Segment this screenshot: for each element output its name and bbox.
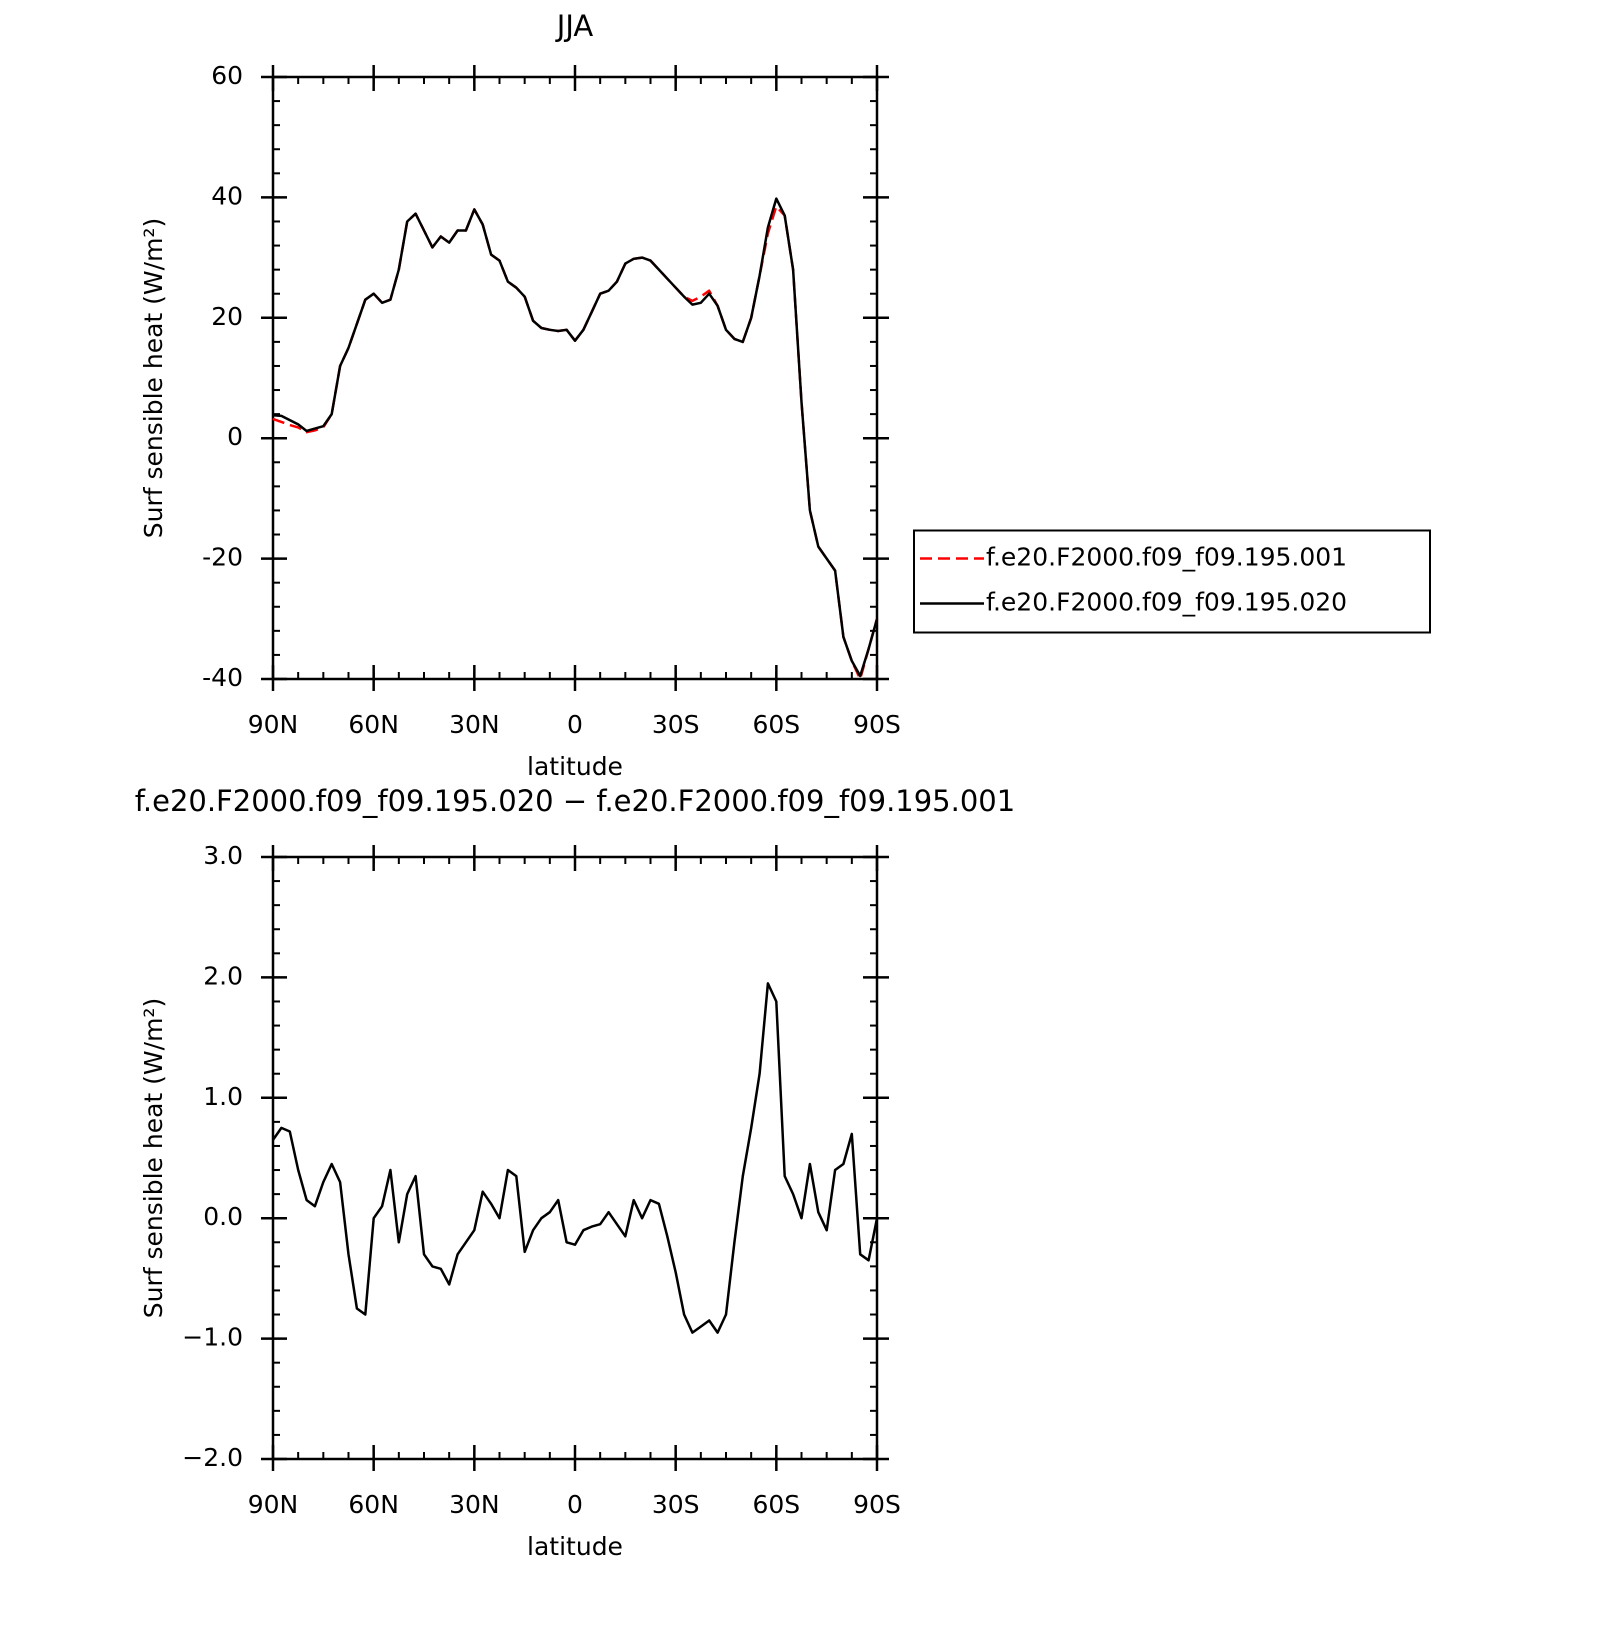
y-tick-label: 40: [211, 181, 243, 210]
legend-label: f.e20.F2000.f09_f09.195.001: [986, 543, 1347, 572]
y-axis-label: Surf sensible heat (W/m²): [139, 998, 168, 1318]
x-tick-label: 30S: [652, 1490, 700, 1519]
x-tick-label: 60N: [348, 1490, 399, 1519]
x-tick-label: 0: [567, 1490, 583, 1519]
legend-label: f.e20.F2000.f09_f09.195.020: [986, 588, 1347, 617]
chart-title: f.e20.F2000.f09_f09.195.020 − f.e20.F200…: [135, 784, 1015, 818]
x-axis-label: latitude: [527, 752, 623, 781]
y-tick-label: 3.0: [203, 841, 243, 870]
y-tick-label: −1.0: [182, 1323, 243, 1352]
plot-frame: [271, 75, 879, 681]
plot-frame: [271, 855, 879, 1461]
x-tick-label: 90S: [853, 1490, 901, 1519]
legend-box: [913, 529, 1431, 634]
y-tick-label: −2.0: [182, 1443, 243, 1472]
y-tick-label: -20: [202, 543, 243, 572]
data-line: [271, 982, 879, 1334]
x-tick-label: 60S: [752, 710, 800, 739]
y-tick-label: -40: [202, 663, 243, 692]
data-line: [272, 205, 879, 681]
x-tick-label: 90S: [853, 710, 901, 739]
y-tick-label: 20: [211, 302, 243, 331]
x-tick-label: 60N: [348, 710, 399, 739]
x-axis-label: latitude: [527, 1532, 623, 1561]
chart-title: JJA: [555, 9, 594, 43]
y-tick-label: 60: [211, 61, 243, 90]
x-tick-label: 30S: [652, 710, 700, 739]
x-tick-label: 30N: [449, 1490, 500, 1519]
y-tick-label: 0: [227, 422, 243, 451]
y-axis-label: Surf sensible heat (W/m²): [139, 218, 168, 538]
x-tick-label: 90N: [248, 1490, 299, 1519]
data-line: [272, 197, 879, 678]
x-tick-label: 90N: [248, 710, 299, 739]
x-tick-label: 30N: [449, 710, 500, 739]
y-tick-label: 0.0: [203, 1202, 243, 1231]
x-tick-label: 0: [567, 710, 583, 739]
y-tick-label: 1.0: [203, 1082, 243, 1111]
x-tick-label: 60S: [752, 1490, 800, 1519]
y-tick-label: 2.0: [203, 961, 243, 990]
